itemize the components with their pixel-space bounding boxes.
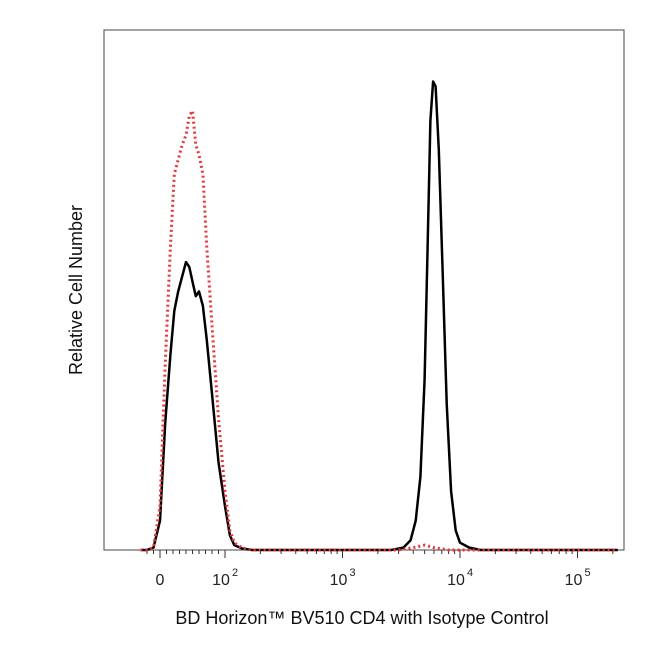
x-major-ticks: [159, 550, 578, 558]
x-tick-exponent: 2: [232, 567, 238, 579]
x-tick-labels: 0 10 2 10 3 10 4 10 5: [156, 567, 591, 589]
series-layer: [140, 80, 618, 552]
y-axis-title: Relative Cell Number: [66, 205, 86, 375]
x-tick-exponent: 4: [467, 567, 473, 579]
x-tick-label: 0: [156, 572, 165, 589]
x-tick-label: 10: [565, 572, 583, 589]
x-tick-exponent: 3: [350, 567, 356, 579]
plot-frame: [103, 29, 625, 551]
x-axis-title: BD Horizon™ BV510 CD4 with Isotype Contr…: [175, 608, 548, 628]
x-tick-label: 10: [447, 572, 465, 589]
x-tick-label: 10: [212, 572, 230, 589]
x-tick-label: 10: [330, 572, 348, 589]
x-tick-exponent: 5: [585, 567, 591, 579]
isotype-control-line: [140, 109, 618, 552]
